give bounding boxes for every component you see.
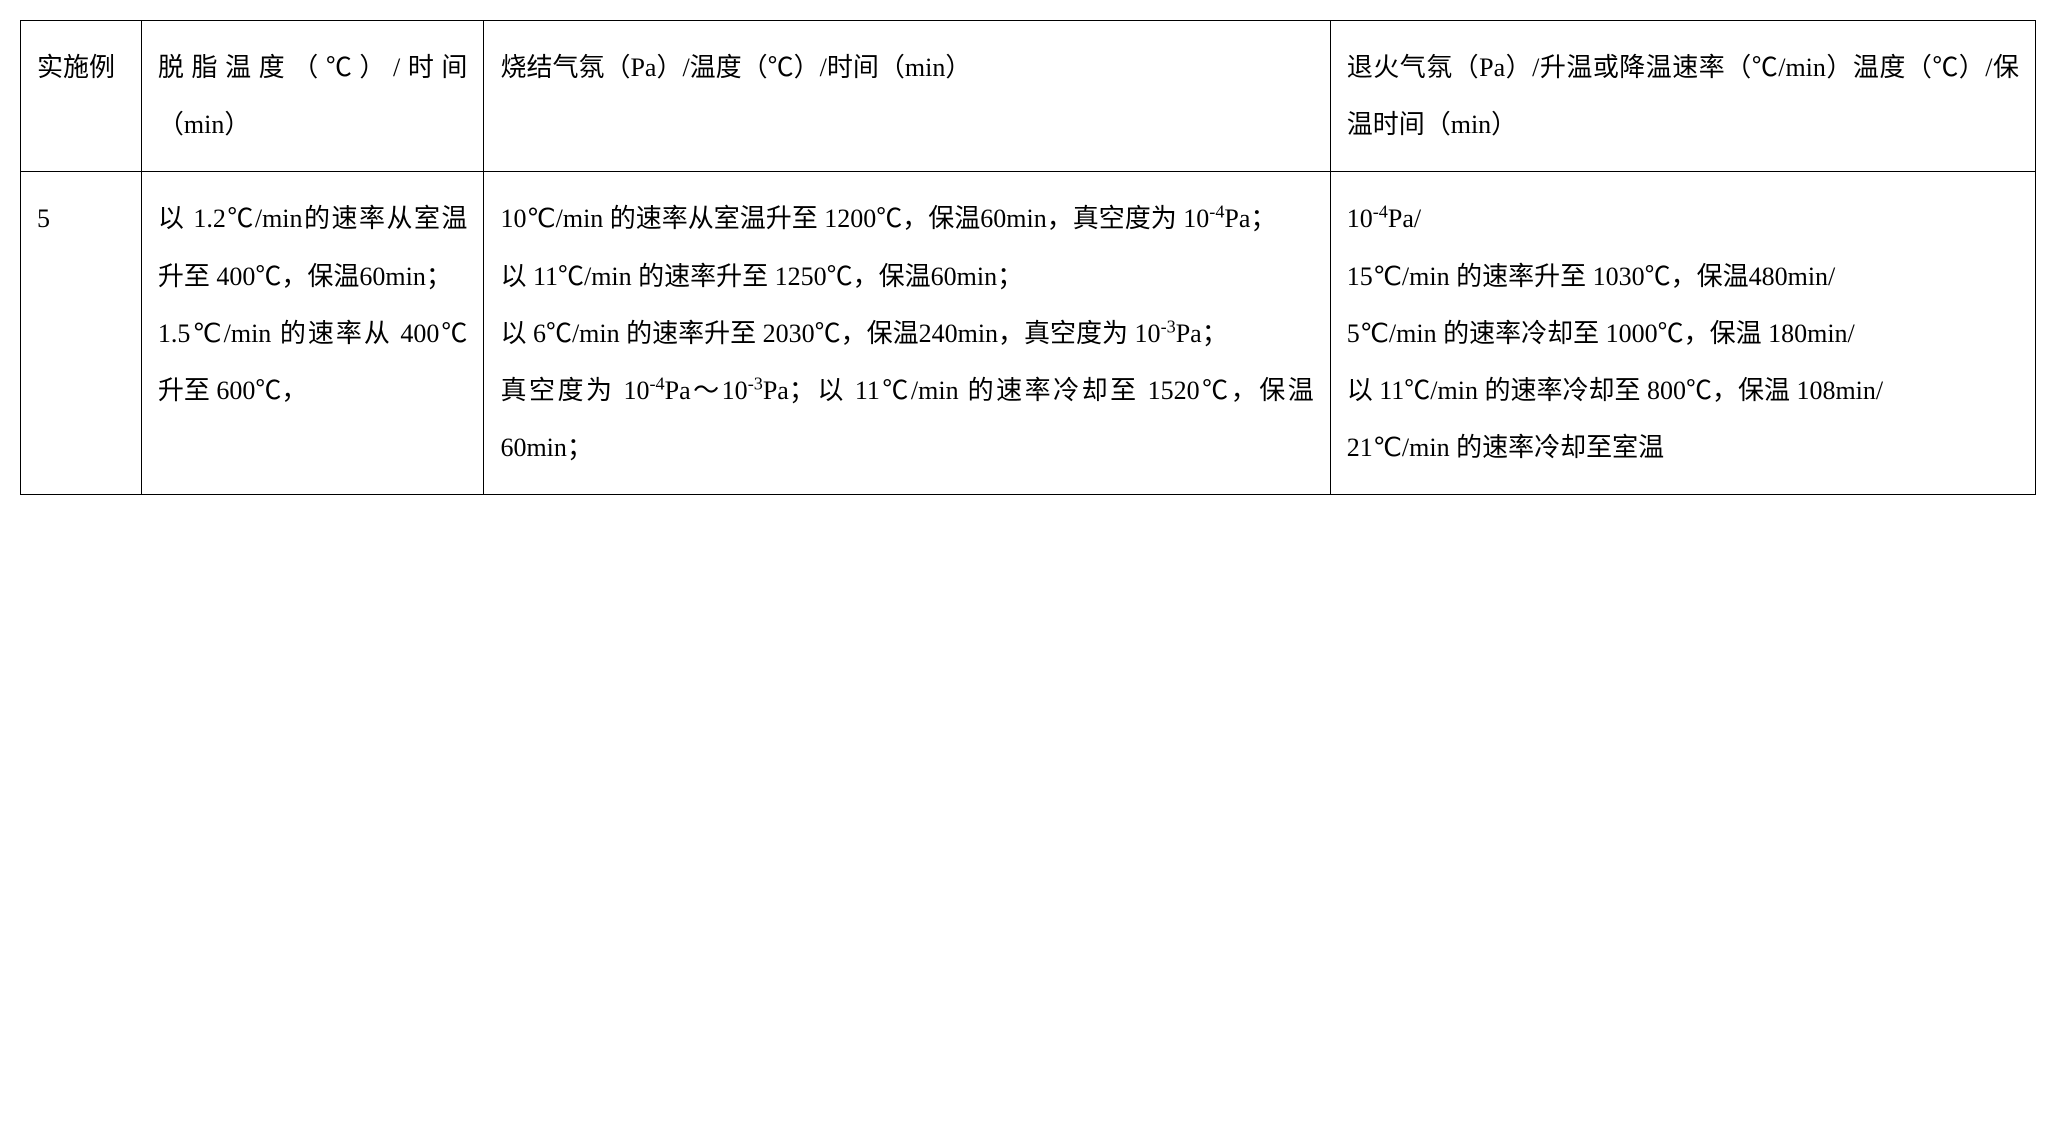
process-parameters-table: 实施例 脱脂温度（℃）/时间（min） 烧结气氛（Pa）/温度（℃）/时间（mi… bbox=[20, 20, 2036, 495]
header-col2: 脱脂温度（℃）/时间（min） bbox=[141, 21, 484, 172]
example-number-cell: 5 bbox=[21, 172, 142, 495]
header-col1: 实施例 bbox=[21, 21, 142, 172]
sintering-cell: 10℃/min 的速率从室温升至 1200℃，保温60min，真空度为 10-4… bbox=[484, 172, 1330, 495]
table-data-row: 5 以 1.2℃/min的速率从室温升至 400℃，保温60min；1.5℃/m… bbox=[21, 172, 2036, 495]
table-header-row: 实施例 脱脂温度（℃）/时间（min） 烧结气氛（Pa）/温度（℃）/时间（mi… bbox=[21, 21, 2036, 172]
degreasing-cell: 以 1.2℃/min的速率从室温升至 400℃，保温60min；1.5℃/min… bbox=[141, 172, 484, 495]
header-col3: 烧结气氛（Pa）/温度（℃）/时间（min） bbox=[484, 21, 1330, 172]
annealing-cell: 10-4Pa/15℃/min 的速率升至 1030℃，保温480min/5℃/m… bbox=[1330, 172, 2035, 495]
header-col4: 退火气氛（Pa）/升温或降温速率（℃/min）温度（℃）/保温时间（min） bbox=[1330, 21, 2035, 172]
